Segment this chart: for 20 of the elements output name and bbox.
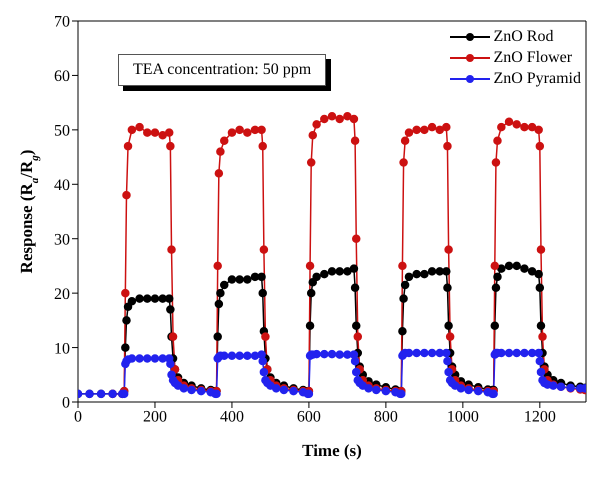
x-tick-label: 0 — [74, 408, 82, 426]
annotation: TEA concentration: 50 ppm — [118, 54, 326, 86]
y-tick-label: 40 — [54, 176, 70, 194]
legend-label: ZnO Flower — [493, 48, 572, 68]
y-tick-label: 30 — [54, 231, 70, 248]
y-tick-label: 60 — [54, 68, 70, 86]
legend-label: ZnO Rod — [493, 27, 554, 47]
y-tick-label: 10 — [54, 340, 70, 358]
y-tick-label: 50 — [54, 122, 70, 140]
x-axis-title: Time (s) — [302, 441, 362, 460]
y-tick-label: 20 — [54, 286, 70, 303]
x-tick-label: 1200 — [524, 408, 556, 426]
x-tick-label: 800 — [374, 408, 398, 426]
x-tick-label: 200 — [142, 408, 167, 426]
y-tick-label: 70 — [54, 14, 70, 31]
x-tick-label: 400 — [220, 408, 244, 426]
x-tick-label: 600 — [296, 408, 321, 426]
y-tick-label: 0 — [62, 394, 70, 412]
x-tick-label: 1000 — [446, 408, 479, 426]
legend-label: ZnO Pyramid — [493, 69, 581, 89]
